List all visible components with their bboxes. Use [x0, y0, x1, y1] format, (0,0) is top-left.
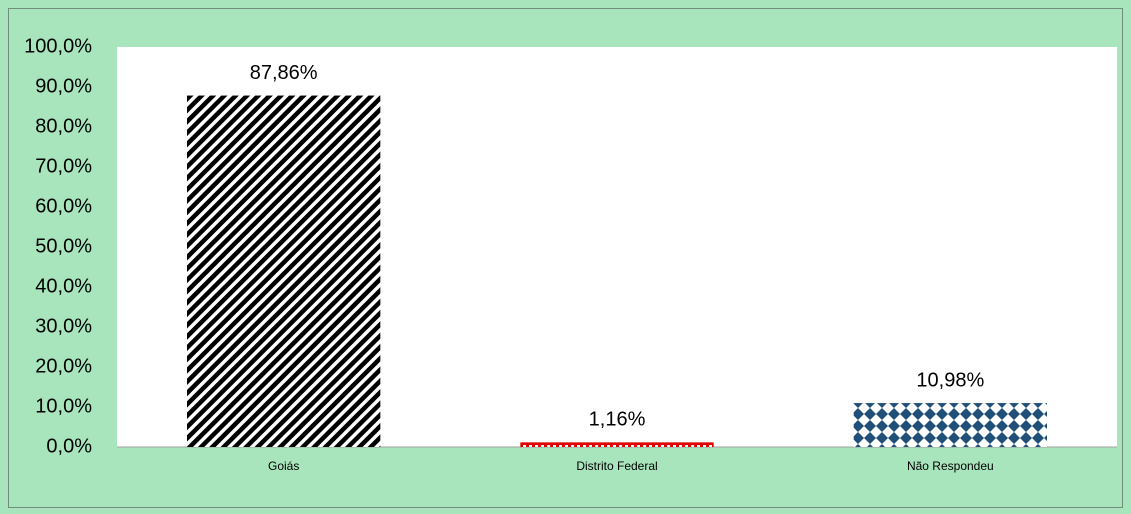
bar: [520, 442, 714, 447]
y-tick-label: 80,0%: [35, 115, 92, 137]
y-tick-label: 40,0%: [35, 275, 92, 297]
bar: [187, 95, 381, 447]
y-tick-label: 10,0%: [35, 395, 92, 417]
bar: [853, 403, 1047, 447]
y-tick-label: 60,0%: [35, 195, 92, 217]
y-tick-label: 0,0%: [46, 435, 92, 457]
value-label: 87,86%: [250, 62, 318, 84]
x-tick-label: Distrito Federal: [576, 459, 657, 473]
y-tick-label: 20,0%: [35, 355, 92, 377]
y-tick-label: 70,0%: [35, 155, 92, 177]
y-tick-label: 50,0%: [35, 235, 92, 257]
y-tick-label: 30,0%: [35, 315, 92, 337]
y-tick-label: 100,0%: [24, 35, 92, 57]
value-label: 1,16%: [589, 409, 646, 431]
x-tick-label: Goiás: [268, 459, 299, 473]
x-tick-label: Não Respondeu: [907, 459, 994, 473]
value-label: 10,98%: [916, 369, 984, 391]
y-tick-label: 90,0%: [35, 75, 92, 97]
